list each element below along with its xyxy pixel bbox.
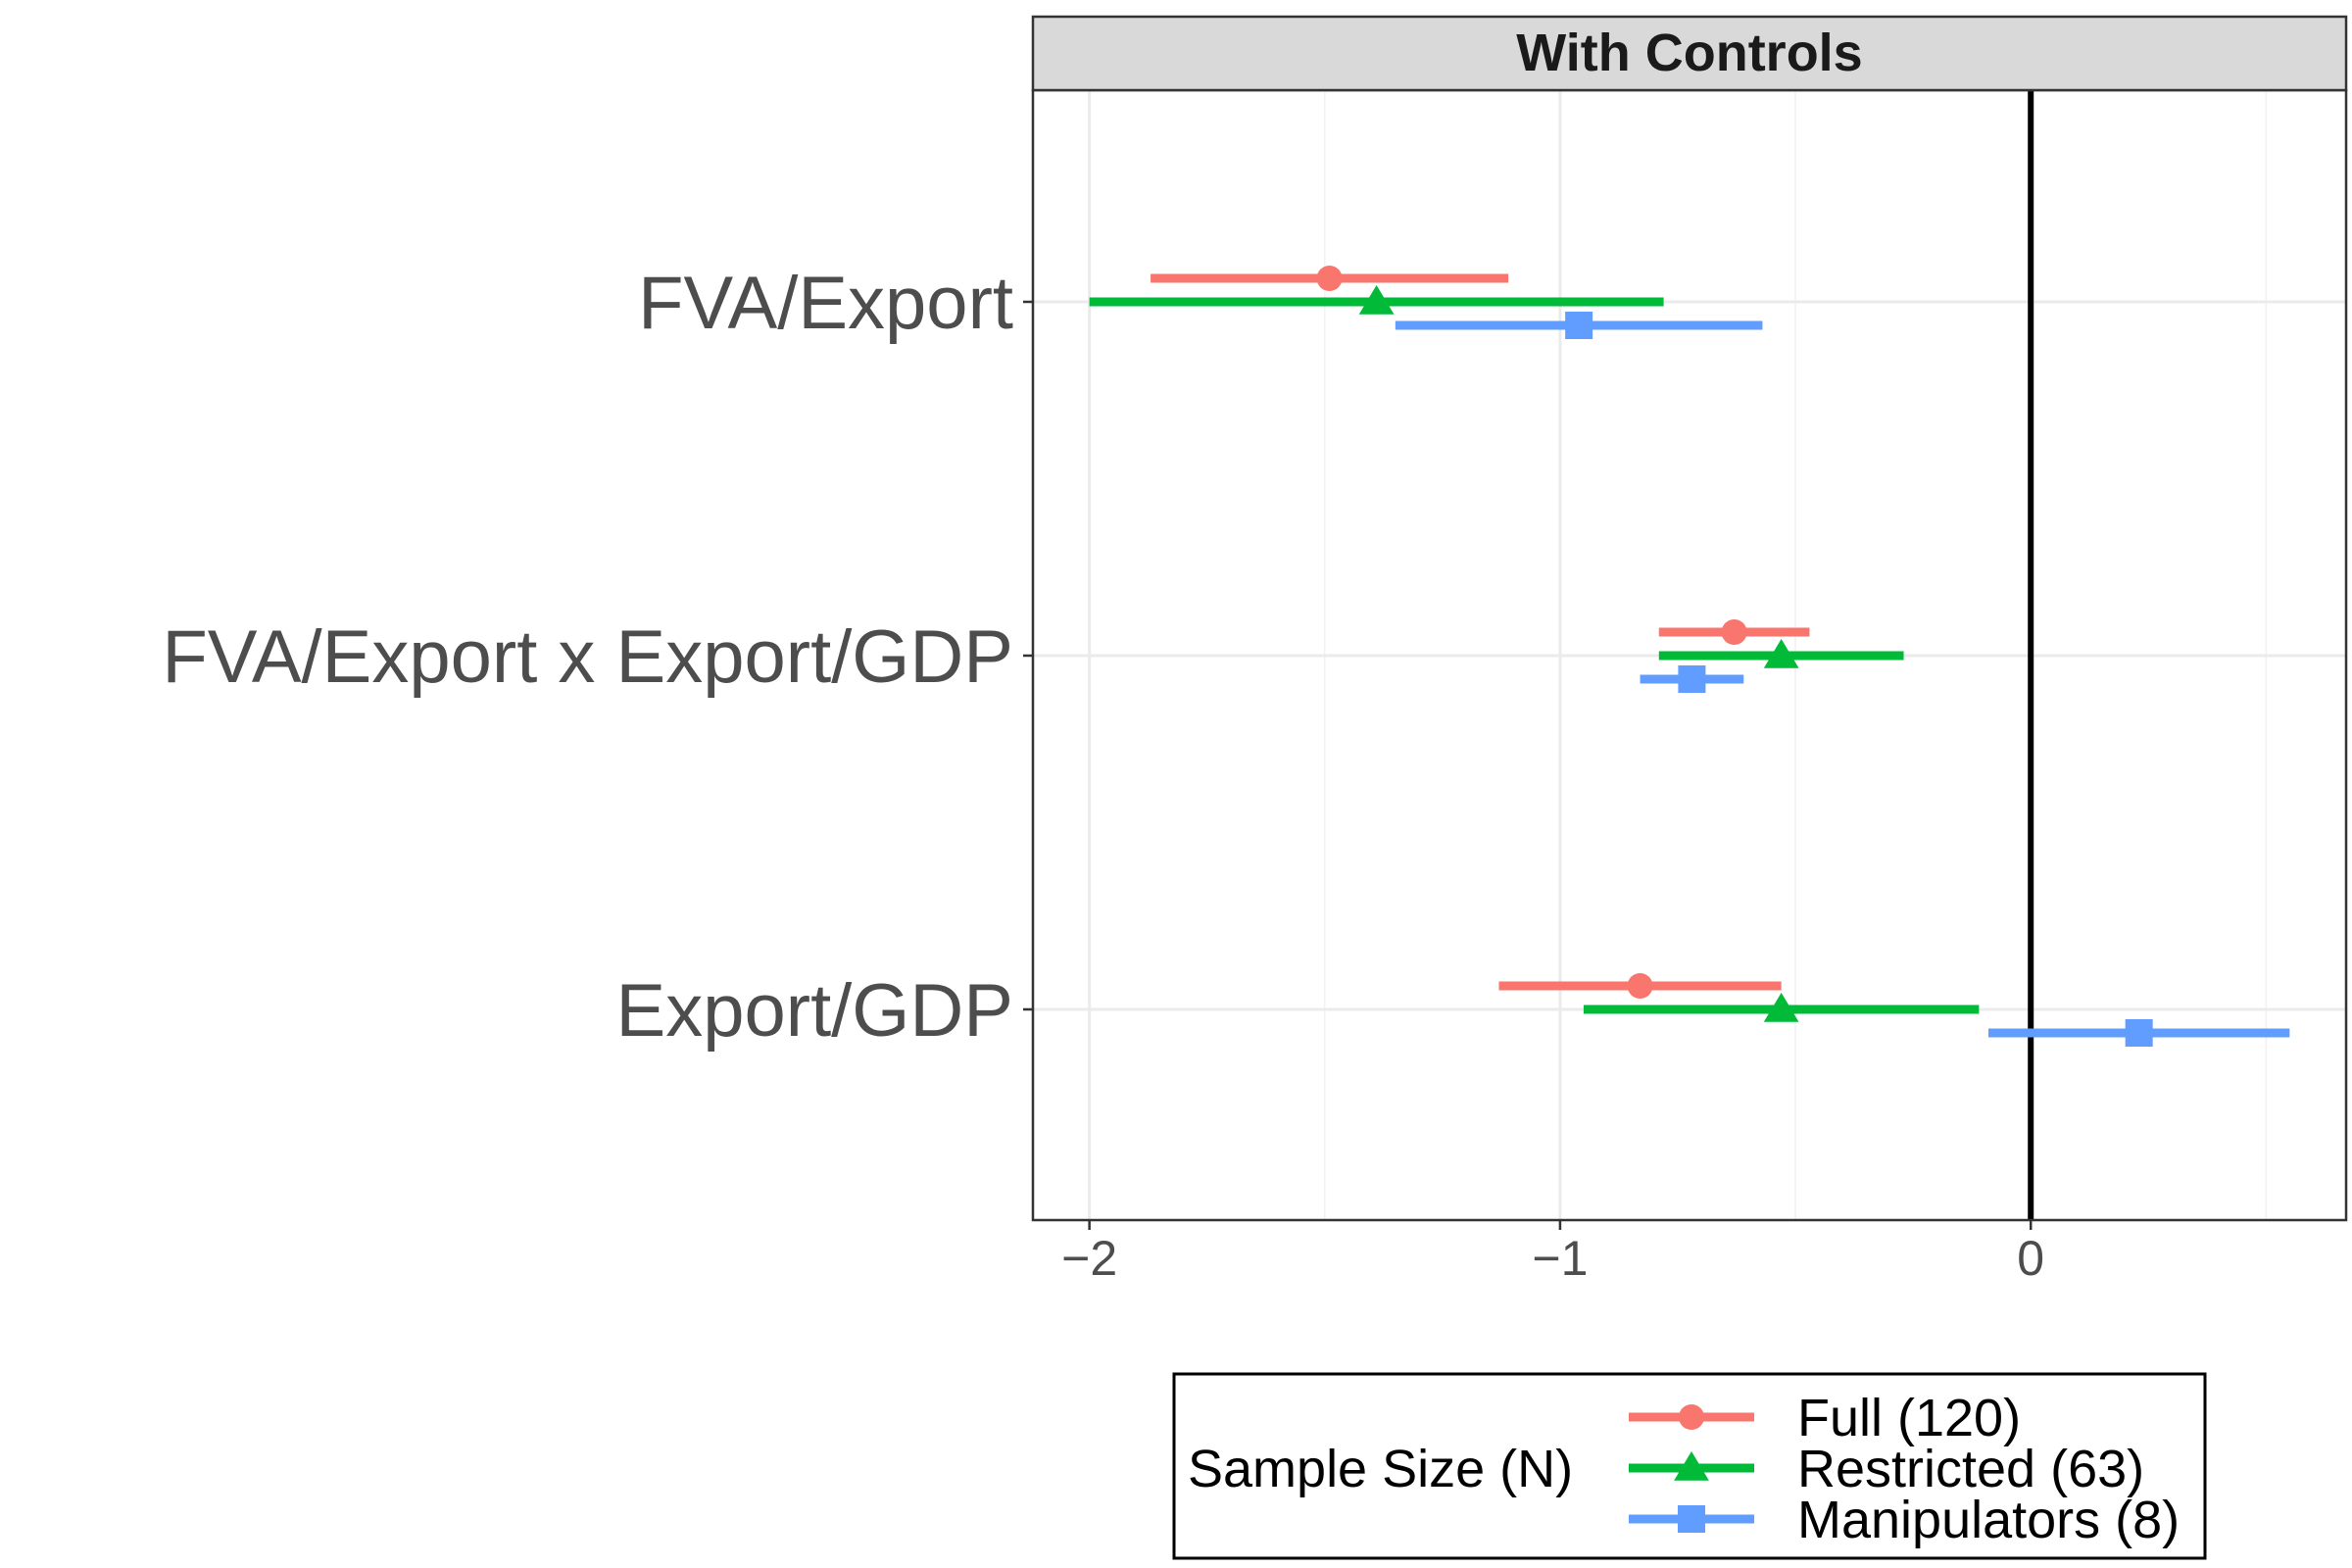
series-circle xyxy=(1151,266,1810,999)
facet-strip-background xyxy=(1031,15,2348,92)
legend-key-marker xyxy=(1678,1505,1705,1533)
y-category-label: FVA/Export xyxy=(638,262,1013,345)
point-estimate-marker xyxy=(1678,665,1706,693)
x-tick-label: −2 xyxy=(1061,1231,1117,1286)
series-square xyxy=(1395,312,2290,1047)
point-estimate-marker xyxy=(1721,619,1747,645)
y-category-label: FVA/Export x Export/GDP xyxy=(162,615,1013,699)
legend: Sample Size (N) Full (120)Restricted (63… xyxy=(1172,1372,2207,1560)
legend-label: Full (120) xyxy=(1797,1389,2021,1447)
x-axis: −2 −1 0 xyxy=(1061,1220,2044,1286)
legend-label: Manipulators (8) xyxy=(1797,1491,2180,1549)
point-estimate-marker xyxy=(1763,639,1799,668)
legend-key-marker xyxy=(1679,1404,1704,1430)
legend-item: Manipulators (8) xyxy=(1629,1491,2180,1549)
legend-title: Sample Size (N) xyxy=(1188,1440,1573,1498)
x-tick-label: −1 xyxy=(1532,1231,1588,1286)
point-estimate-marker xyxy=(2125,1019,2153,1047)
y-axis: FVA/Export FVA/Export x Export/GDP Export/… xyxy=(162,262,1033,1053)
facet-title: With Controls xyxy=(1516,24,1862,82)
series-triangle xyxy=(1089,285,1980,1022)
point-estimate-marker xyxy=(1565,312,1593,339)
legend-item: Restricted (63) xyxy=(1629,1440,2144,1498)
x-tick-label: 0 xyxy=(2017,1231,2044,1286)
legend-key-marker xyxy=(1674,1451,1709,1481)
point-estimate-marker xyxy=(1316,266,1343,291)
y-category-label: Export/GDP xyxy=(616,969,1013,1053)
point-estimate-marker xyxy=(1358,285,1395,315)
point-estimate-marker xyxy=(1763,993,1799,1022)
point-estimate-marker xyxy=(1627,973,1653,999)
legend-label: Restricted (63) xyxy=(1797,1440,2144,1498)
facet-strip: With Controls xyxy=(1031,15,2348,92)
series-layer xyxy=(1089,266,2290,1047)
legend-item: Full (120) xyxy=(1629,1389,2021,1447)
